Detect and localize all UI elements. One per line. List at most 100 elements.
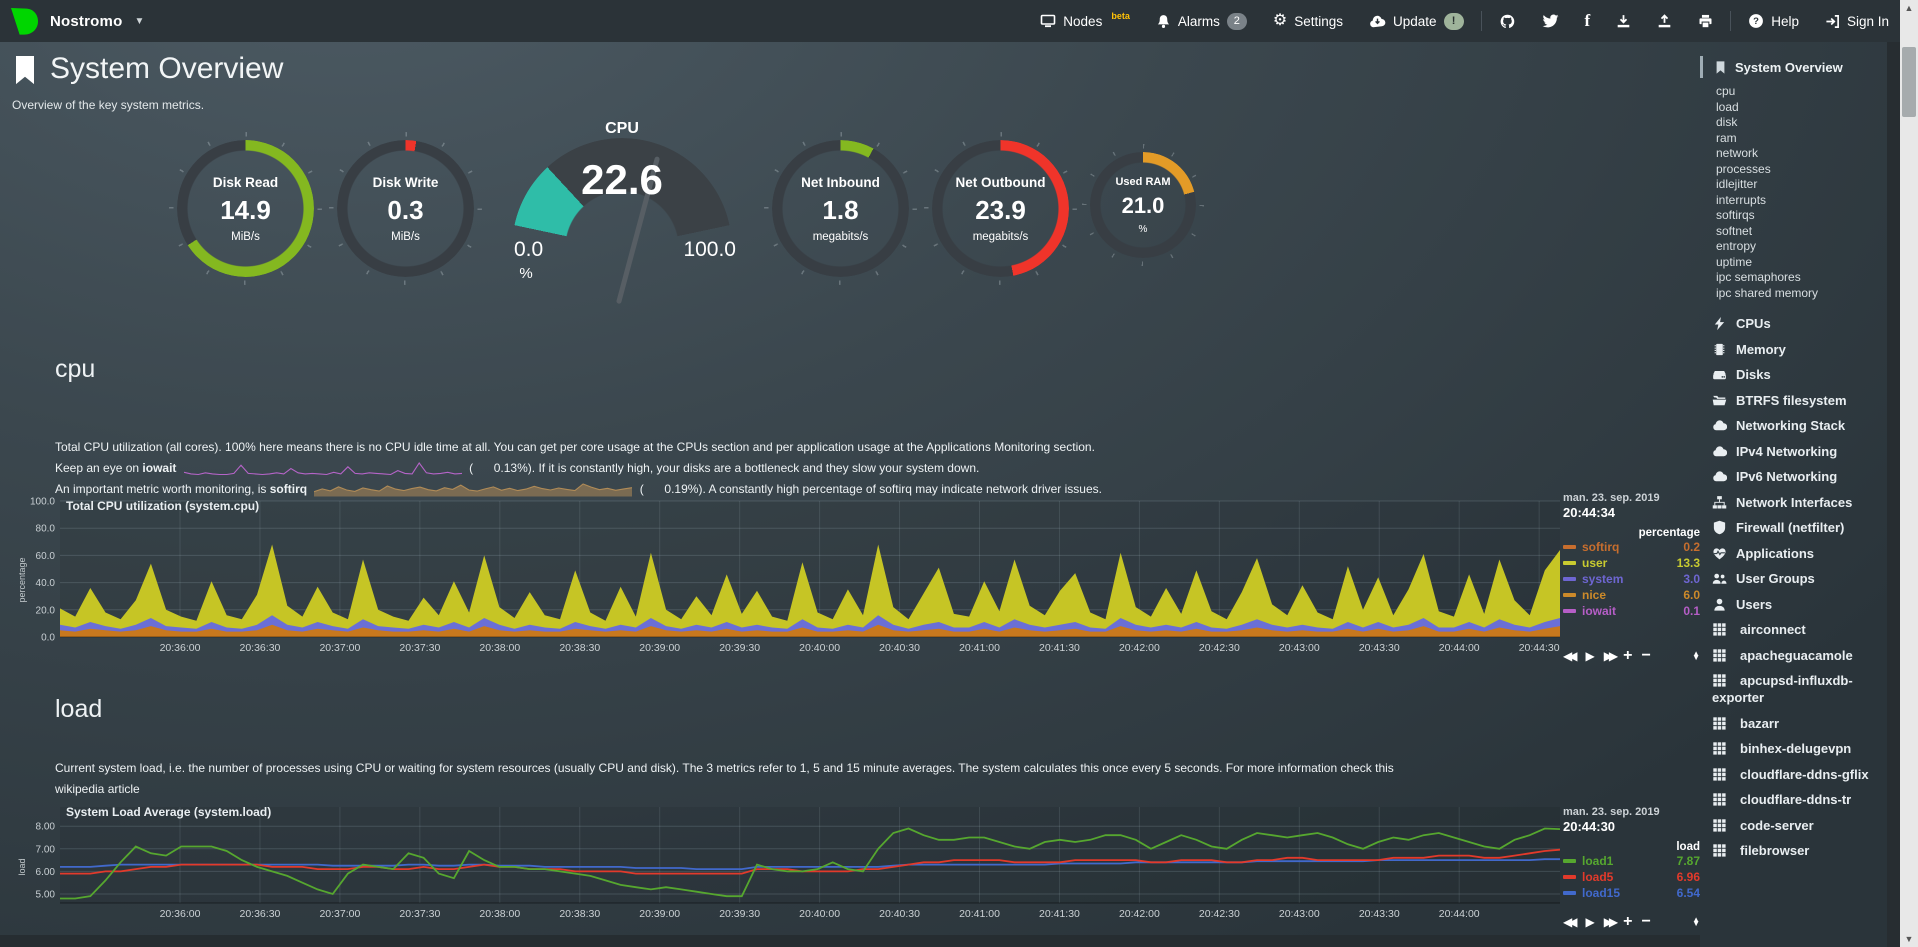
sidebar-subitem-interrupts[interactable]: interrupts — [1716, 192, 1767, 207]
scrollbar-thumb[interactable] — [1902, 47, 1916, 117]
gauge-used-ram[interactable]: Used RAM 21.0 % — [1082, 144, 1204, 266]
pan-backward-button[interactable]: ◀◀ — [1563, 649, 1578, 663]
sidebar-item-cloudflare-ddns-tr[interactable]: cloudflare-ddns-tr — [1712, 791, 1884, 808]
legend-value: 3.0 — [1683, 572, 1700, 586]
sidebar-item-user-groups[interactable]: User Groups — [1712, 570, 1884, 587]
sidebar-item-label: cloudflare-ddns-tr — [1740, 792, 1852, 807]
sidebar-subitem-disk[interactable]: disk — [1716, 115, 1738, 129]
nav-facebook[interactable]: f — [1572, 0, 1604, 42]
sidebar-item-code-server[interactable]: code-server — [1712, 817, 1884, 834]
legend-row-nice[interactable]: nice 6.0 — [1563, 587, 1700, 603]
sidebar-subitem-cpu[interactable]: cpu — [1716, 84, 1736, 98]
gauge-disk-read[interactable]: Disk Read 14.9 MiB/s — [169, 132, 322, 285]
nav-signin[interactable]: Sign In — [1812, 0, 1902, 42]
pan-forward-button[interactable]: ▶▶ — [1603, 915, 1619, 929]
legend-row-load15[interactable]: load15 6.54 — [1563, 885, 1700, 901]
gauge-ring — [1090, 152, 1196, 258]
sidebar-item-apacheguacamole[interactable]: apacheguacamole — [1712, 647, 1884, 664]
sidebar-item-system-overview[interactable]: System Overview — [1700, 56, 1887, 78]
heartbeat-icon — [1712, 546, 1728, 561]
sidebar-subitem-softnet[interactable]: softnet — [1716, 223, 1753, 238]
sidebar-item-ipv4-networking[interactable]: IPv4 Networking — [1712, 443, 1884, 460]
sidebar-subitem-load[interactable]: load — [1716, 99, 1739, 114]
resize-handle[interactable]: ▲ ▼ — [1692, 914, 1700, 928]
legend-row-load1[interactable]: load1 7.87 — [1563, 853, 1700, 869]
sidebar-subitem-uptime[interactable]: uptime — [1716, 254, 1753, 269]
nav-github[interactable] — [1486, 0, 1529, 42]
svg-text:20:40:00: 20:40:00 — [799, 642, 840, 654]
sidebar-item-network-interfaces[interactable]: Network Interfaces — [1712, 494, 1884, 511]
sidebar-item-firewall-netfilter-[interactable]: Firewall (netfilter) — [1712, 519, 1884, 536]
legend-date: man. 23. sep. 2019 — [1563, 492, 1660, 504]
gauge-net-inbound[interactable]: Net Inbound 1.8 megabits/s — [764, 132, 917, 285]
sidebar-scrollbar[interactable] — [1887, 42, 1900, 947]
nav-export[interactable] — [1603, 0, 1644, 42]
legend-row-iowait[interactable]: iowait 0.1 — [1563, 603, 1700, 619]
load-chart[interactable]: 5.00 6.00 7.00 8.00 20:36:00 20:36:30 20:37:00… — [0, 803, 1560, 933]
sidebar-item-users[interactable]: Users — [1712, 596, 1884, 613]
gauge-net-outbound[interactable]: Net Outbound 23.9 megabits/s — [924, 132, 1077, 285]
brand-menu[interactable]: Nostromo ▼ — [8, 5, 144, 37]
pan-backward-button[interactable]: ◀◀ — [1563, 915, 1578, 929]
legend-row-softirq[interactable]: softirq 0.2 — [1563, 539, 1700, 555]
wikipedia-link[interactable]: wikipedia article — [55, 782, 140, 796]
sidebar-item-cloudflare-ddns-gflix[interactable]: cloudflare-ddns-gflix — [1712, 766, 1884, 783]
legend-row-system[interactable]: system 3.0 — [1563, 571, 1700, 587]
page-scrollbar[interactable]: ▲ ▼ — [1900, 0, 1918, 947]
scroll-down-arrow[interactable]: ▼ — [1904, 934, 1914, 944]
nav-nodes[interactable]: Nodes beta — [1027, 0, 1143, 42]
play-button[interactable]: ▶ — [1585, 915, 1595, 929]
sidebar-item-filebrowser[interactable]: filebrowser — [1712, 842, 1884, 859]
nav-settings[interactable]: ⚙ Settings — [1260, 0, 1356, 42]
sidebar-item-networking-stack[interactable]: Networking Stack — [1712, 417, 1884, 434]
softirq-sparkline[interactable] — [314, 483, 633, 497]
sidebar-item-ipv6-networking[interactable]: IPv6 Networking — [1712, 468, 1884, 485]
sidebar-item-cpus[interactable]: CPUs — [1712, 315, 1884, 332]
play-button[interactable]: ▶ — [1585, 649, 1595, 663]
zoom-in-button[interactable]: + — [1623, 647, 1633, 664]
sidebar-item-bazarr[interactable]: bazarr — [1712, 715, 1884, 732]
grid-icon — [1712, 622, 1728, 637]
legend-row-load5[interactable]: load5 6.96 — [1563, 869, 1700, 885]
sidebar-item-airconnect[interactable]: airconnect — [1712, 621, 1884, 638]
sidebar-item-binhex-delugevpn[interactable]: binhex-delugevpn — [1712, 740, 1884, 757]
sidebar-item-btrfs-filesystem[interactable]: BTRFS filesystem — [1712, 392, 1884, 409]
sidebar-subitem-ram[interactable]: ram — [1716, 130, 1737, 145]
iowait-sparkline[interactable] — [183, 461, 462, 476]
sidebar-item-memory[interactable]: Memory — [1712, 341, 1884, 358]
resize-handle[interactable]: ▲ ▼ — [1692, 648, 1700, 662]
zoom-out-button[interactable]: − — [1641, 647, 1651, 664]
sidebar-subitem-entropy[interactable]: entropy — [1716, 239, 1757, 253]
legend-row-user[interactable]: user 13.3 — [1563, 555, 1700, 571]
cloud-download-icon — [1370, 15, 1386, 27]
sidebar-item-apcupsd-influxdb-exporter[interactable]: apcupsd-influxdb-exporter — [1712, 672, 1884, 706]
zoom-out-button[interactable]: − — [1641, 913, 1651, 930]
gauge-value: 23.9 — [975, 194, 1026, 225]
sidebar-item-label: filebrowser — [1740, 843, 1810, 858]
nav-import[interactable] — [1644, 0, 1685, 42]
sidebar-subitem-network[interactable]: network — [1716, 146, 1759, 160]
sidebar-subitem-idlejitter[interactable]: idlejitter — [1716, 177, 1758, 191]
sign-in-icon — [1826, 14, 1839, 28]
sidebar-item-applications[interactable]: Applications — [1712, 545, 1884, 562]
nav-update[interactable]: Update ! — [1356, 0, 1477, 42]
sidebar-subitem-ipc-shared-memory[interactable]: ipc shared memory — [1716, 285, 1819, 300]
svg-text:20:37:30: 20:37:30 — [399, 642, 440, 654]
nav-help[interactable]: ? Help — [1735, 0, 1812, 42]
pan-forward-button[interactable]: ▶▶ — [1603, 649, 1619, 663]
nav-print[interactable] — [1685, 0, 1726, 42]
nav-twitter[interactable] — [1529, 0, 1572, 42]
nav-alarms[interactable]: Alarms 2 — [1143, 0, 1260, 42]
sidebar-item-disks[interactable]: Disks — [1712, 366, 1884, 383]
scroll-up-arrow[interactable]: ▲ — [1904, 3, 1914, 13]
gauge-disk-write[interactable]: Disk Write 0.3 MiB/s — [329, 132, 482, 285]
chevron-down-icon: ▼ — [134, 15, 145, 27]
cpu-chart[interactable]: 0.0 20.0 40.0 60.0 80.0 100.0 20:36:00 20:36:30… — [0, 497, 1560, 662]
sidebar-subitem-processes[interactable]: processes — [1716, 161, 1771, 176]
sidebar-subitem-softirqs[interactable]: softirqs — [1716, 208, 1755, 222]
sidebar-subitem-ipc-semaphores[interactable]: ipc semaphores — [1716, 270, 1801, 284]
zoom-in-button[interactable]: + — [1623, 913, 1633, 930]
sitemap-icon — [1712, 495, 1728, 510]
svg-text:20:42:00: 20:42:00 — [1119, 908, 1160, 920]
gauge-cpu[interactable]: CPU 22.6 0.0 100.0 % — [500, 112, 744, 358]
